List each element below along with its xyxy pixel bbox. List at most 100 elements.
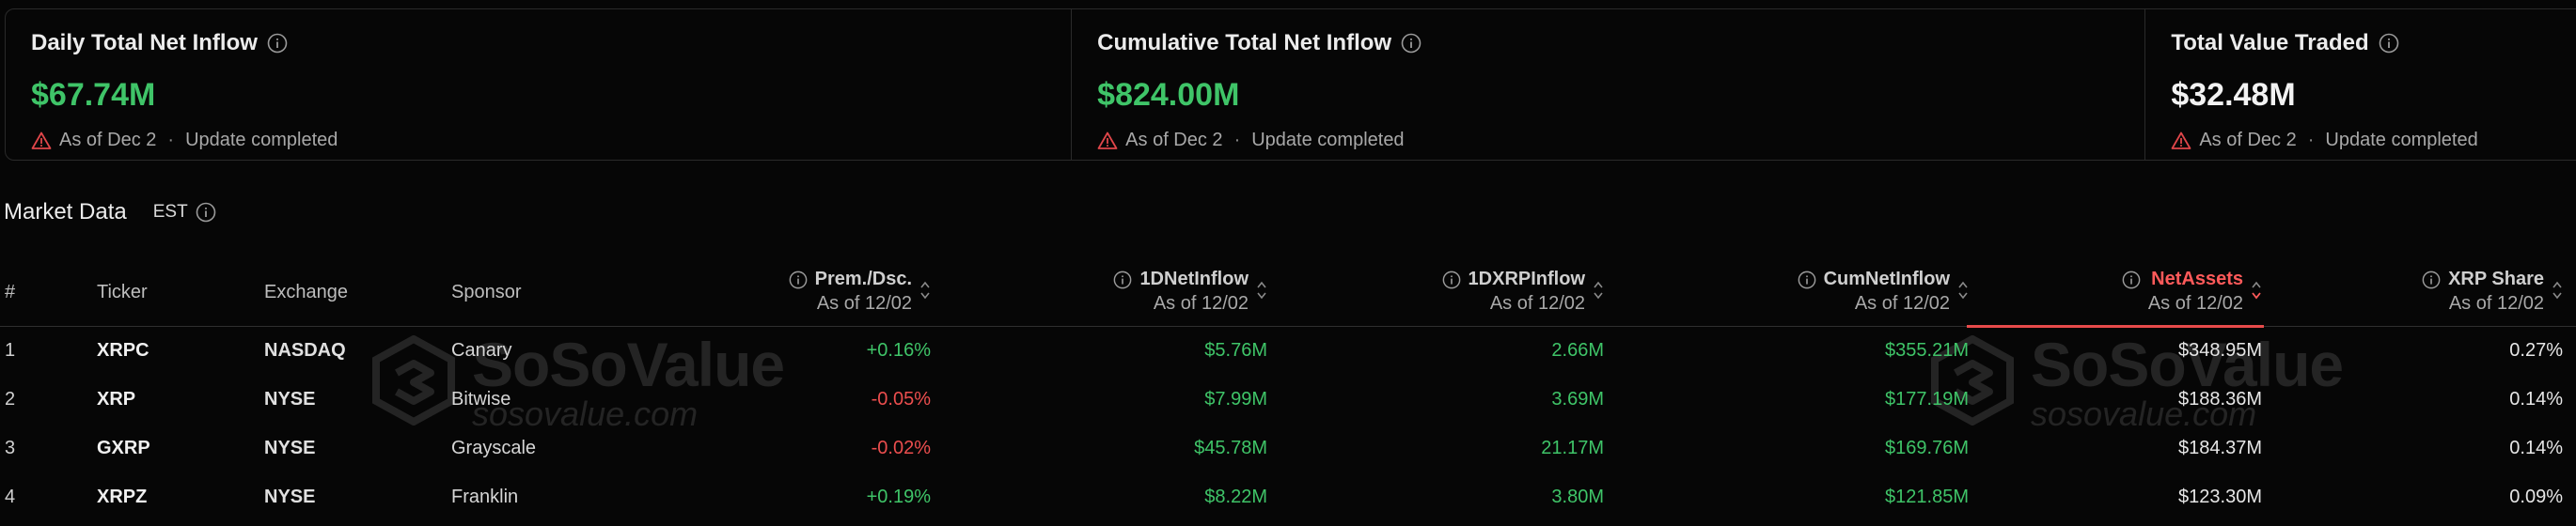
column-header-net-assets[interactable]: NetAssets As of 12/02	[2122, 267, 2262, 316]
column-header-1d-net-inflow[interactable]: 1DNetInflow As of 12/02	[1113, 267, 1267, 316]
header-name: 1DNetInflow	[1139, 269, 1249, 289]
info-icon[interactable]	[789, 271, 808, 289]
etf-table: # Ticker Exchange Sponsor Prem./Dsc. As o…	[0, 263, 2576, 522]
cell-index: 3	[5, 438, 16, 458]
card-value: $32.48M	[2171, 77, 2296, 113]
cumulative-net-inflow-card: Cumulative Total Net Inflow $824.00M As …	[1072, 9, 2146, 160]
info-icon[interactable]	[2379, 33, 2399, 54]
timezone-label: EST	[152, 202, 188, 222]
daily-net-inflow-card: Daily Total Net Inflow $67.74M As of Dec…	[6, 9, 1073, 160]
cell-cum-net-inflow: $169.76M	[1885, 438, 1969, 458]
info-icon[interactable]	[2122, 271, 2141, 289]
info-icon[interactable]	[267, 33, 288, 54]
column-header-cum-net-inflow[interactable]: CumNetInflow As of 12/02	[1798, 267, 1969, 316]
market-data-header: Market Data EST	[4, 199, 216, 225]
cell-1d-xrp-inflow: 3.69M	[1551, 389, 1604, 410]
status-text: Update completed	[2325, 130, 2478, 150]
info-icon[interactable]	[1401, 33, 1422, 54]
status-text: Update completed	[1251, 130, 1405, 150]
cell-xrp-share: 0.14%	[2509, 389, 2563, 410]
cell-cum-net-inflow: $177.19M	[1885, 389, 1969, 410]
cell-sponsor: Canary	[451, 340, 512, 361]
header-name: CumNetInflow	[1823, 269, 1950, 289]
column-header-prem-dsc[interactable]: Prem./Dsc. As of 12/02	[789, 267, 931, 316]
card-title: Cumulative Total Net Inflow	[1097, 30, 1422, 56]
cell-xrp-share: 0.09%	[2509, 487, 2563, 507]
warning-triangle-icon	[1097, 131, 1118, 151]
column-header-exchange[interactable]: Exchange	[264, 282, 348, 302]
info-icon[interactable]	[1113, 271, 1132, 289]
header-name: Prem./Dsc.	[814, 269, 912, 289]
card-status: As of Dec 2 · Update completed	[2171, 130, 2478, 151]
sort-icon[interactable]	[1957, 280, 1969, 301]
cell-exchange: NASDAQ	[264, 340, 346, 361]
card-title: Daily Total Net Inflow	[31, 30, 288, 56]
table-row[interactable]: 4 XRPZ NYSE Franklin +0.19% $8.22M 3.80M $121.8…	[0, 473, 2576, 522]
cell-sponsor: Grayscale	[451, 438, 537, 458]
cell-index: 4	[5, 487, 16, 507]
status-text: Update completed	[185, 130, 338, 150]
cell-prem-dsc: -0.05%	[871, 389, 931, 410]
cell-ticker[interactable]: GXRP	[97, 438, 150, 458]
cell-ticker[interactable]: XRPZ	[97, 487, 148, 507]
cell-1d-xrp-inflow: 21.17M	[1541, 438, 1604, 458]
cell-index: 2	[5, 389, 16, 410]
cell-net-assets: $348.95M	[2178, 340, 2262, 361]
header-name: XRP Share	[2448, 269, 2544, 289]
info-icon[interactable]	[1798, 271, 1816, 289]
card-title-text: Cumulative Total Net Inflow	[1097, 30, 1392, 55]
status-date: As of Dec 2	[2199, 130, 2297, 150]
status-date: As of Dec 2	[1125, 130, 1223, 150]
cell-1d-net-inflow: $8.22M	[1204, 487, 1267, 507]
cell-sponsor: Bitwise	[451, 389, 511, 410]
info-icon[interactable]	[1442, 271, 1461, 289]
cell-exchange: NYSE	[264, 487, 316, 507]
cell-prem-dsc: +0.19%	[866, 487, 931, 507]
card-value: $824.00M	[1097, 77, 1240, 113]
sort-icon[interactable]	[2552, 280, 2563, 301]
sort-icon[interactable]	[1593, 280, 1604, 301]
cell-prem-dsc: -0.02%	[871, 438, 931, 458]
cell-1d-xrp-inflow: 3.80M	[1551, 487, 1604, 507]
sort-icon[interactable]	[919, 280, 931, 301]
cell-ticker[interactable]: XRPC	[97, 340, 149, 361]
cell-1d-net-inflow: $45.78M	[1194, 438, 1267, 458]
column-header-ticker[interactable]: Ticker	[97, 282, 148, 302]
column-header-index: #	[5, 282, 16, 302]
table-row[interactable]: 1 XRPC NASDAQ Canary +0.16% $5.76M 2.66M $355.2…	[0, 327, 2576, 376]
cell-prem-dsc: +0.16%	[866, 340, 931, 361]
column-header-xrp-share[interactable]: XRP Share As of 12/02	[2422, 267, 2563, 316]
sort-icon[interactable]	[1256, 280, 1267, 301]
cell-cum-net-inflow: $355.21M	[1885, 340, 1969, 361]
card-status: As of Dec 2 · Update completed	[1097, 130, 1405, 151]
column-header-sponsor[interactable]: Sponsor	[451, 282, 522, 302]
cell-1d-net-inflow: $5.76M	[1204, 340, 1267, 361]
sort-icon[interactable]	[2251, 280, 2262, 301]
header-sub: As of 12/02	[1854, 293, 1950, 314]
card-title: Total Value Traded	[2171, 30, 2398, 56]
summary-panel: Daily Total Net Inflow $67.74M As of Dec…	[5, 8, 2576, 161]
cell-xrp-share: 0.27%	[2509, 340, 2563, 361]
cell-cum-net-inflow: $121.85M	[1885, 487, 1969, 507]
header-sub: As of 12/02	[2448, 293, 2544, 314]
header-sub: As of 12/02	[1489, 293, 1585, 314]
table-row[interactable]: 3 GXRP NYSE Grayscale -0.02% $45.78M 21.17M $16…	[0, 425, 2576, 473]
info-icon[interactable]	[2422, 271, 2441, 289]
cell-exchange: NYSE	[264, 438, 316, 458]
table-row[interactable]: 2 XRP NYSE Bitwise -0.05% $7.99M 3.69M $177.19M…	[0, 376, 2576, 425]
warning-triangle-icon	[31, 131, 52, 151]
cell-1d-xrp-inflow: 2.66M	[1551, 340, 1604, 361]
column-header-1d-xrp-inflow[interactable]: 1DXRPInflow As of 12/02	[1442, 267, 1604, 316]
cell-net-assets: $123.30M	[2178, 487, 2262, 507]
card-title-text: Total Value Traded	[2171, 30, 2369, 55]
info-icon[interactable]	[196, 202, 216, 223]
header-name: NetAssets	[2151, 269, 2243, 289]
cell-exchange: NYSE	[264, 389, 316, 410]
active-sort-underline	[1967, 325, 2264, 328]
status-separator: ·	[2307, 130, 2315, 150]
cell-ticker[interactable]: XRP	[97, 389, 136, 410]
cell-xrp-share: 0.14%	[2509, 438, 2563, 458]
header-name: 1DXRPInflow	[1468, 269, 1585, 289]
status-separator: ·	[1233, 130, 1241, 150]
